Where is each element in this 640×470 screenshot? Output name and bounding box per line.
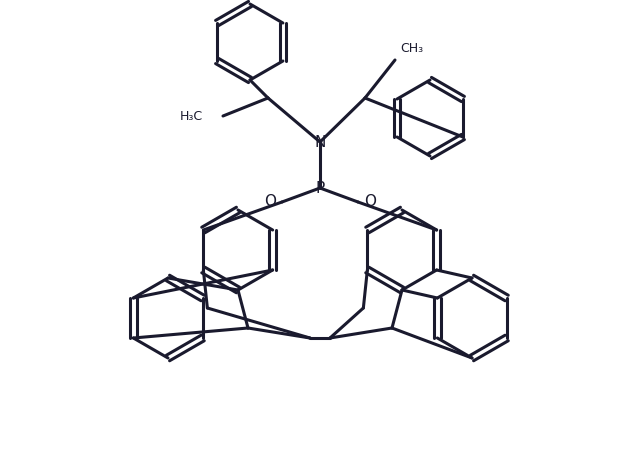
Text: O: O — [364, 195, 376, 210]
Text: H₃C: H₃C — [180, 110, 203, 123]
Text: P: P — [316, 180, 324, 196]
Text: O: O — [264, 195, 276, 210]
Text: N: N — [314, 134, 326, 149]
Text: CH₃: CH₃ — [400, 41, 423, 55]
